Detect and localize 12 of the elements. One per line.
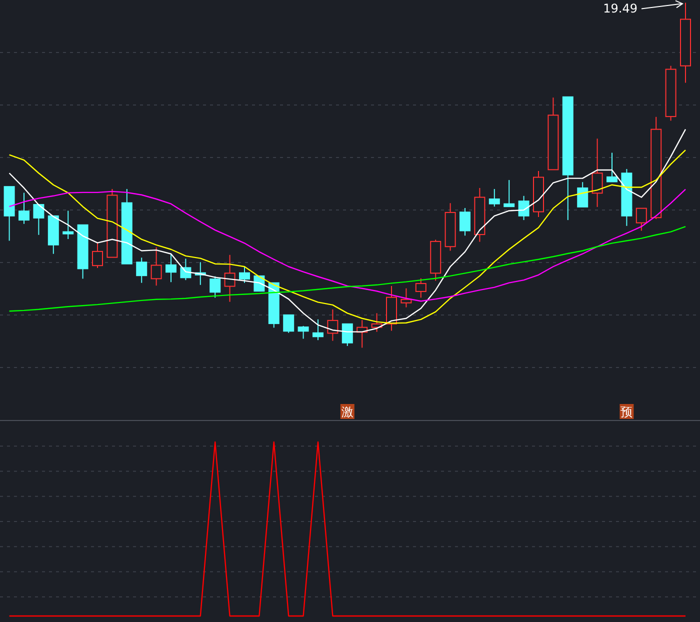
candlestick: [166, 254, 176, 283]
candlestick: [444, 202, 456, 252]
candlestick: [18, 192, 30, 224]
text: 预: [620, 405, 633, 419]
annotation: 19.49: [603, 2, 638, 16]
candlestick: [474, 187, 486, 242]
candlestick: [224, 254, 236, 302]
candlestick: [386, 285, 397, 332]
candlestick: [592, 138, 603, 208]
candlestick: [327, 308, 338, 342]
text: 激: [341, 405, 354, 419]
candlestick: [150, 246, 162, 286]
